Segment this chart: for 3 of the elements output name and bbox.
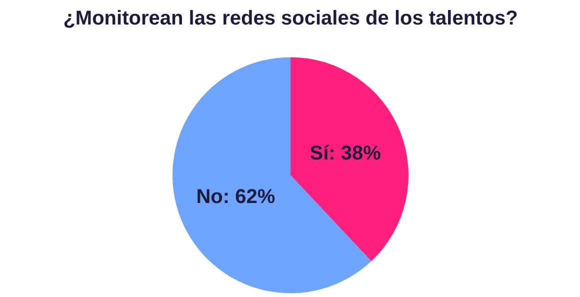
chart-title: ¿Monitorean las redes sociales de los talentos? <box>63 8 518 30</box>
slice-label: No: 62% <box>196 186 276 208</box>
slice-label: Sí: 38% <box>310 142 382 164</box>
